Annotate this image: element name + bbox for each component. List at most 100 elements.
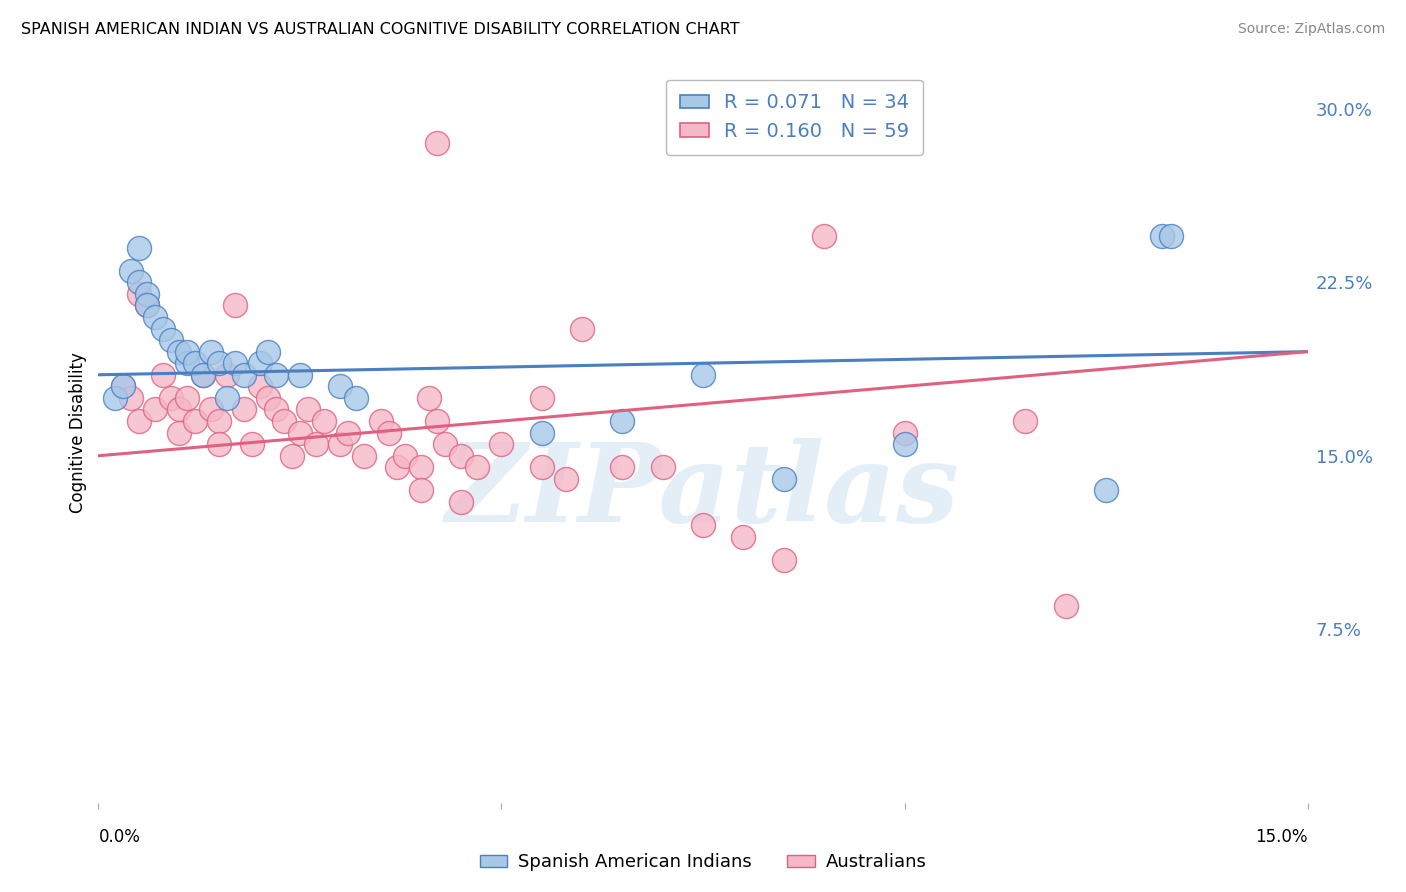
Point (733, 530, 755, 544)
Point (491, 437, 513, 451)
Point (135, 286, 157, 301)
Point (465, 460, 488, 475)
Point (111, 379, 134, 393)
Point (120, 263, 142, 277)
Point (353, 449, 375, 463)
Point (612, 414, 634, 428)
Point (530, 425, 553, 440)
Point (160, 333, 183, 347)
Point (893, 425, 915, 440)
Point (329, 437, 352, 451)
Point (256, 344, 278, 359)
Point (193, 368, 215, 382)
Point (128, 286, 150, 301)
Point (394, 449, 416, 463)
Point (314, 414, 336, 428)
Point (143, 310, 166, 324)
Point (264, 402, 287, 417)
Text: SPANISH AMERICAN INDIAN VS AUSTRALIAN COGNITIVE DISABILITY CORRELATION CHART: SPANISH AMERICAN INDIAN VS AUSTRALIAN CO… (21, 22, 740, 37)
Point (530, 460, 553, 475)
Text: 15.0%: 15.0% (1256, 828, 1308, 846)
Text: Source: ZipAtlas.com: Source: ZipAtlas.com (1237, 22, 1385, 37)
Point (297, 402, 319, 417)
Point (232, 402, 254, 417)
Point (450, 449, 472, 463)
Point (305, 437, 328, 451)
Point (385, 460, 408, 475)
Point (224, 298, 246, 312)
Point (184, 356, 207, 370)
Point (281, 449, 304, 463)
Point (426, 414, 449, 428)
Point (152, 368, 174, 382)
Point (217, 368, 239, 382)
Point (409, 483, 432, 498)
Point (111, 379, 134, 393)
Point (692, 368, 714, 382)
Y-axis label: Cognitive Disability: Cognitive Disability (69, 352, 87, 513)
Legend: R = 0.071   N = 34, R = 0.160   N = 59: R = 0.071 N = 34, R = 0.160 N = 59 (666, 79, 922, 154)
Point (143, 402, 166, 417)
Point (160, 391, 183, 405)
Point (120, 391, 142, 405)
Point (409, 460, 432, 475)
Point (555, 472, 578, 486)
Point (232, 368, 254, 382)
Point (813, 229, 835, 244)
Point (288, 368, 311, 382)
Point (135, 298, 157, 312)
Point (249, 356, 271, 370)
Point (1160, 229, 1182, 244)
Point (176, 391, 198, 405)
Point (208, 356, 231, 370)
Point (240, 437, 263, 451)
Text: ZIPatlas: ZIPatlas (446, 438, 960, 546)
Point (530, 391, 553, 405)
Point (208, 414, 231, 428)
Point (692, 518, 714, 533)
Point (167, 344, 190, 359)
Point (370, 414, 392, 428)
Point (571, 321, 593, 335)
Point (288, 425, 311, 440)
Point (1152, 229, 1174, 244)
Point (450, 495, 472, 509)
Point (167, 402, 190, 417)
Point (224, 356, 246, 370)
Point (135, 298, 157, 312)
Point (128, 414, 150, 428)
Point (772, 472, 794, 486)
Point (256, 391, 278, 405)
Point (128, 240, 150, 255)
Point (264, 368, 287, 382)
Point (167, 425, 190, 440)
Point (208, 437, 231, 451)
Point (893, 437, 915, 451)
Point (176, 356, 198, 370)
Text: 0.0%: 0.0% (98, 828, 141, 846)
Point (1054, 599, 1077, 614)
Point (434, 437, 457, 451)
Point (200, 402, 222, 417)
Point (217, 391, 239, 405)
Point (337, 425, 360, 440)
Point (128, 275, 150, 289)
Point (273, 414, 295, 428)
Point (193, 368, 215, 382)
Point (377, 425, 399, 440)
Point (651, 460, 673, 475)
Point (1095, 483, 1118, 498)
Point (184, 414, 207, 428)
Point (772, 553, 794, 567)
Point (152, 321, 174, 335)
Point (249, 379, 271, 393)
Point (176, 344, 198, 359)
Point (612, 460, 634, 475)
Point (1014, 414, 1036, 428)
Legend: Spanish American Indians, Australians: Spanish American Indians, Australians (472, 847, 934, 879)
Point (103, 391, 125, 405)
Point (426, 136, 449, 151)
Point (200, 344, 222, 359)
Point (344, 391, 367, 405)
Point (329, 379, 352, 393)
